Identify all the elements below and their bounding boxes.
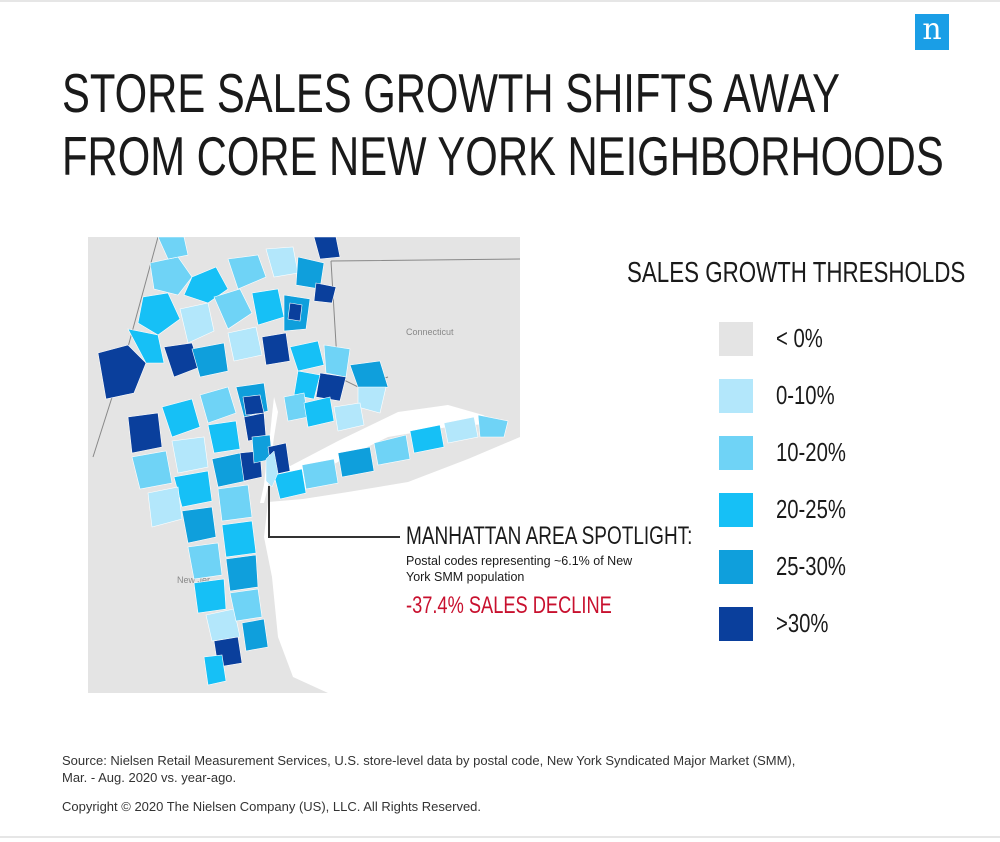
callout-text: Postal codes representing ~6.1% of New Y… (406, 554, 633, 584)
ny-region-map: Connecticut New Jer (88, 237, 520, 693)
legend-swatch (719, 550, 753, 584)
legend-item: < 0% (719, 322, 949, 379)
legend-item: 10-20% (719, 436, 949, 493)
manhattan-area (265, 450, 279, 488)
legend-label: 20-25% (776, 494, 846, 524)
legend-item: 0-10% (719, 379, 949, 436)
nielsen-logo: n (915, 14, 949, 50)
legend-item: >30% (719, 607, 949, 664)
new-jersey-label: New Jer (177, 575, 210, 585)
title-line-1: STORE SALES GROWTH SHIFTS AWAY (62, 62, 841, 124)
callout-decline: -37.4% SALES DECLINE (406, 592, 612, 619)
legend-swatch (719, 436, 753, 470)
legend-item: 20-25% (719, 493, 949, 550)
long-island-sound (273, 405, 498, 489)
bottom-rule (0, 836, 1000, 838)
copyright-note: Copyright © 2020 The Nielsen Company (US… (62, 799, 482, 814)
legend-item: 25-30% (719, 550, 949, 607)
legend-label: 10-20% (776, 437, 846, 467)
legend-label: 25-30% (776, 551, 846, 581)
legend-swatch (719, 379, 753, 413)
top-rule (0, 0, 1000, 2)
legend: < 0% 0-10% 10-20% 20-25% 25-30% >30% (719, 322, 949, 664)
legend-swatch (719, 322, 753, 356)
postal-code-regions (97, 237, 509, 686)
page-title: STORE SALES GROWTH SHIFTS AWAY FROM CORE… (62, 62, 944, 188)
legend-label: 0-10% (776, 380, 835, 410)
callout-leader-vertical (268, 486, 270, 538)
source-note: Source: Nielsen Retail Measurement Servi… (62, 753, 796, 785)
legend-swatch (719, 607, 753, 641)
connecticut-label: Connecticut (406, 327, 454, 337)
legend-swatch (719, 493, 753, 527)
callout-heading: MANHATTAN AREA SPOTLIGHT: (406, 522, 693, 550)
atlantic-ocean (264, 437, 520, 693)
callout-leader-horizontal (268, 536, 400, 538)
legend-label: >30% (776, 608, 829, 638)
legend-label: < 0% (776, 323, 823, 353)
map-svg: Connecticut New Jer (88, 237, 520, 693)
legend-title: SALES GROWTH THRESHOLDS (627, 257, 966, 289)
title-line-2: FROM CORE NEW YORK NEIGHBORHOODS (62, 125, 944, 187)
